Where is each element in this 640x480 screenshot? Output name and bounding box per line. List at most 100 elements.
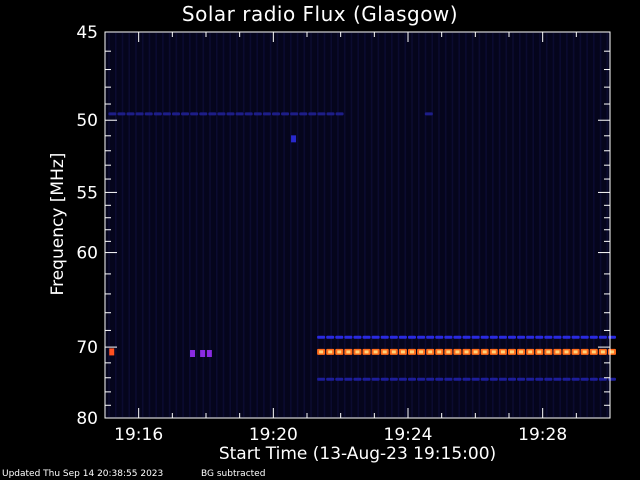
- band-dash-core: [319, 350, 324, 354]
- band-dash: [580, 335, 589, 339]
- x-tick-label: 19:24: [384, 425, 433, 445]
- plot-frame: [104, 31, 611, 419]
- band-dash: [398, 377, 407, 381]
- band-dash: [589, 335, 598, 339]
- band-dash: [507, 335, 516, 339]
- band-dash: [362, 335, 371, 339]
- band-dash: [444, 377, 453, 381]
- band-dash: [190, 112, 199, 116]
- band-dash: [462, 377, 471, 381]
- emission-spot: [291, 135, 297, 143]
- band-dash-core: [328, 350, 333, 354]
- band-dash: [362, 377, 371, 381]
- band-dash: [571, 377, 580, 381]
- x-tick-label: 19:28: [518, 425, 567, 445]
- band-dash: [580, 377, 589, 381]
- band-dash: [317, 112, 326, 116]
- band-dash: [262, 112, 271, 116]
- y-axis: 45 50 55 60 70 80: [76, 23, 610, 429]
- band-dash: [226, 112, 235, 116]
- band-dash: [408, 335, 416, 339]
- band-dash: [453, 335, 462, 339]
- band-dash: [326, 335, 335, 339]
- band-dash: [117, 112, 126, 116]
- band-dash-core: [500, 350, 505, 354]
- band-dash-core: [509, 350, 514, 354]
- band-dash: [417, 335, 426, 339]
- band-dash-core: [546, 350, 551, 354]
- band-dash: [171, 112, 180, 116]
- band-dash: [553, 335, 562, 339]
- band-dash: [253, 112, 262, 116]
- x-tick-label: 19:16: [114, 425, 163, 445]
- band-dash: [535, 377, 544, 381]
- y-tick-label: 45: [76, 23, 98, 43]
- band-dash: [135, 112, 144, 116]
- band-dash: [335, 335, 344, 339]
- band-dash: [281, 112, 290, 116]
- band-dash: [335, 377, 344, 381]
- band-dash-core: [528, 350, 533, 354]
- band-dash: [498, 335, 507, 339]
- band-dash: [408, 377, 416, 381]
- band-dash: [480, 335, 489, 339]
- band-dash: [380, 377, 389, 381]
- band-dash: [371, 335, 380, 339]
- band-dash: [444, 335, 453, 339]
- band-dash: [571, 335, 580, 339]
- band-dash: [544, 377, 553, 381]
- band-dash-core: [464, 350, 469, 354]
- band-dash-core: [591, 350, 596, 354]
- y-tick-label: 60: [76, 244, 98, 264]
- emission-spot: [200, 350, 206, 358]
- band-dash: [308, 112, 317, 116]
- emission-features: [108, 112, 616, 381]
- background-note: BG subtracted: [201, 469, 266, 479]
- band-dash: [535, 335, 544, 339]
- band-dash: [380, 335, 389, 339]
- band-dash-core: [564, 350, 569, 354]
- band-dash: [562, 377, 571, 381]
- band-dash-core: [555, 350, 560, 354]
- band-dash-core: [482, 350, 487, 354]
- band-dash: [126, 112, 135, 116]
- band-dash: [144, 112, 153, 116]
- band-dash: [344, 335, 353, 339]
- band-dash-core: [537, 350, 542, 354]
- band-dash: [244, 112, 253, 116]
- band-dash-core: [382, 350, 387, 354]
- band-dash: [526, 335, 535, 339]
- band-dash: [371, 377, 380, 381]
- band-dash: [353, 335, 362, 339]
- x-axis-label: Start Time (13-Aug-23 19:15:00): [218, 444, 497, 464]
- band-dash: [435, 377, 444, 381]
- emission-spot: [206, 350, 212, 358]
- band-dash: [153, 112, 162, 116]
- band-dash-core: [446, 350, 451, 354]
- band-dash-core: [364, 350, 369, 354]
- band-dash: [517, 335, 526, 339]
- band-dash: [607, 335, 616, 339]
- band-dash-core: [346, 350, 351, 354]
- band-dash: [426, 377, 435, 381]
- band-dash: [317, 377, 326, 381]
- y-tick-label: 80: [76, 409, 98, 429]
- band-dash: [199, 112, 208, 116]
- band-dash: [389, 335, 398, 339]
- band-dash: [544, 335, 553, 339]
- band-dash: [162, 112, 171, 116]
- band-dash: [271, 112, 280, 116]
- y-tick-label: 50: [76, 111, 98, 131]
- band-dash-core: [355, 350, 360, 354]
- band-dash: [562, 335, 571, 339]
- band-dash: [317, 335, 326, 339]
- band-dash-core: [609, 350, 614, 354]
- band-dash-core: [419, 350, 424, 354]
- band-dash: [526, 377, 535, 381]
- band-dash-core: [337, 350, 342, 354]
- x-axis: 19:16 19:20 19:24 19:28: [114, 32, 577, 445]
- band-dash: [598, 377, 607, 381]
- x-tick-label: 19:20: [249, 425, 298, 445]
- band-dash: [507, 377, 516, 381]
- band-dash-core: [410, 350, 414, 354]
